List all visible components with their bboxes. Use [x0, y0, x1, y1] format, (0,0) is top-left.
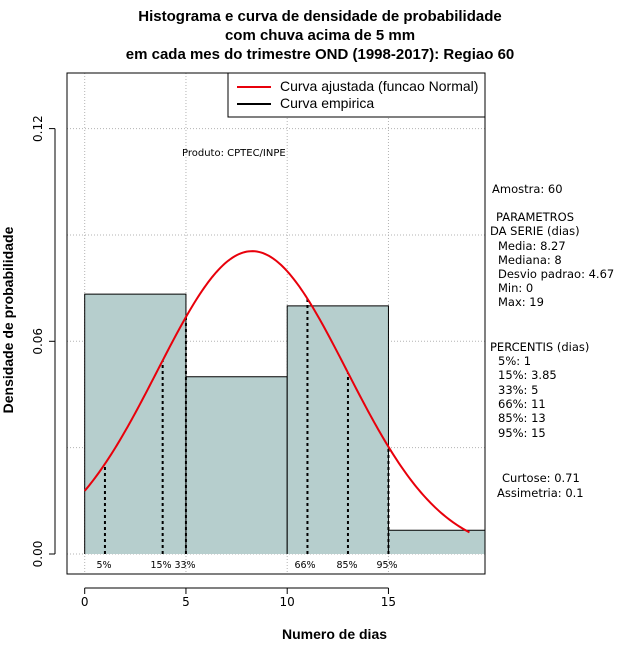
watermark-text: Produto: CPTEC/INPE	[182, 148, 286, 159]
stat-percentis-title: PERCENTIS (dias)	[490, 340, 590, 354]
axes: 0 5 10 15 0.00 0.06 0.12	[31, 115, 396, 609]
y-tick-label: 0.00	[31, 541, 45, 568]
percentile-label: 66%	[294, 560, 315, 571]
stat-p33: 33%: 5	[498, 383, 539, 397]
percentile-label: 95%	[376, 560, 397, 571]
stat-desvio: Desvio padrao: 4.67	[498, 267, 615, 281]
stat-min: Min: 0	[498, 281, 534, 295]
stat-media: Media: 8.27	[498, 239, 566, 253]
histogram-bar	[287, 305, 389, 554]
stat-sample: Amostra: 60	[492, 182, 563, 196]
normal-fit-curve	[83, 250, 470, 534]
normal-curve-layer	[83, 250, 470, 534]
percentile-lines: 5% 15% 33% 66% 85% 95%	[96, 298, 398, 571]
stat-max: Max: 19	[498, 295, 544, 309]
percentile-label: 85%	[336, 560, 357, 571]
stat-p95: 95%: 15	[498, 426, 546, 440]
y-tick-label: 0.12	[31, 115, 45, 142]
x-tick-label: 15	[381, 595, 396, 609]
histogram-bars	[84, 293, 486, 554]
empirical-curve-segment	[286, 305, 389, 554]
stat-params-title-2: DA SERIE (dias)	[490, 224, 580, 238]
stat-params-title-1: PARAMETROS	[496, 210, 575, 224]
histogram-bar	[185, 376, 288, 554]
x-tick-label: 0	[81, 595, 89, 609]
legend-box	[227, 72, 486, 118]
chart-title-line-2: com chuva acima de 5 mm	[224, 27, 416, 44]
x-axis-title: Numero de dias	[281, 626, 388, 642]
stat-p66: 66%: 11	[498, 397, 546, 411]
chart-title-line-1: Histograma e curva de densidade de proba…	[138, 8, 502, 25]
y-tick-label: 0.06	[31, 328, 45, 355]
percentile-label: 5%	[96, 560, 111, 571]
stat-p5: 5%: 1	[498, 354, 532, 368]
stat-mediana: Mediana: 8	[498, 253, 562, 267]
stat-p15: 15%: 3.85	[498, 368, 557, 382]
legend-fitted-label: Curva ajustada (funcao Normal)	[280, 78, 479, 94]
legend-frame	[227, 72, 486, 118]
histogram-bar	[84, 294, 186, 554]
legend-empirical-label: Curva empirica	[280, 95, 375, 111]
stat-curtose: Curtose: 0.71	[502, 471, 580, 485]
percentile-label: 15%	[150, 560, 171, 571]
x-tick-label: 10	[280, 595, 295, 609]
percentile-label: 33%	[174, 560, 195, 571]
chart-title-line-3: em cada mes do trimestre OND (1998-2017)…	[125, 46, 515, 63]
histogram-bar	[388, 530, 485, 554]
stat-assimetria: Assimetria: 0.1	[497, 486, 584, 500]
stat-p85: 85%: 13	[498, 411, 546, 425]
y-axis-title: Densidade de probabilidade	[0, 226, 16, 414]
x-tick-label: 5	[182, 595, 190, 609]
